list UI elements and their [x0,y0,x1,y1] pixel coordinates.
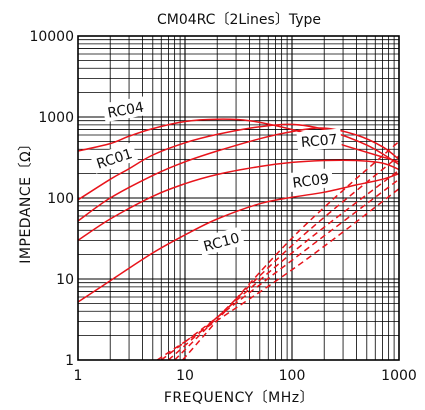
y-tick-label: 1000 [38,110,74,126]
series-label-text: RC04 [106,100,145,122]
dashed-series-line [174,155,399,360]
chart-title: CM04RC〔2Lines〕Type [157,12,321,28]
series-label-background [287,167,334,193]
series-line-rc10 [78,172,399,303]
series-label-background [296,128,342,152]
dashed-series-line [167,169,399,360]
series-label-text: RC07 [300,132,338,151]
series-label-rc10: RC10 [197,226,245,257]
series-label-rc04: RC04 [102,95,149,123]
series-label-text: RC09 [292,171,330,191]
series-label-rc09: RC09 [287,167,334,193]
grid [78,36,399,360]
x-tick-label: 1000 [381,368,417,384]
y-tick-label: 10 [56,272,74,288]
plot-frame [77,35,400,361]
y-axis-label: IMPEDANCE〔Ω〕 [18,136,34,263]
series-label-background [102,95,149,123]
x-tick-label: 100 [279,368,306,384]
y-tick-label: 1 [65,353,74,369]
dashed-series-line [156,188,399,360]
y-tick-label: 100 [47,191,74,207]
x-tick-label: 10 [176,368,194,384]
series-line-rc07 [78,127,399,222]
series-label-rc07: RC07 [296,128,342,152]
curves [78,118,399,360]
x-axis-label: FREQUENCY〔MHz〕 [164,390,314,406]
series-label-background [197,226,245,257]
series-label-background [90,142,138,174]
series-label-text: RC10 [202,230,242,255]
dashed-series-line [182,140,399,360]
dashed-series-line [160,178,399,360]
tick-labels: 1 10 100 1000 1 10 100 1000 10000 [29,29,416,384]
x-tick-label: 1 [74,368,83,384]
y-tick-label: 10000 [29,29,74,45]
series-line-rc09 [78,159,399,242]
